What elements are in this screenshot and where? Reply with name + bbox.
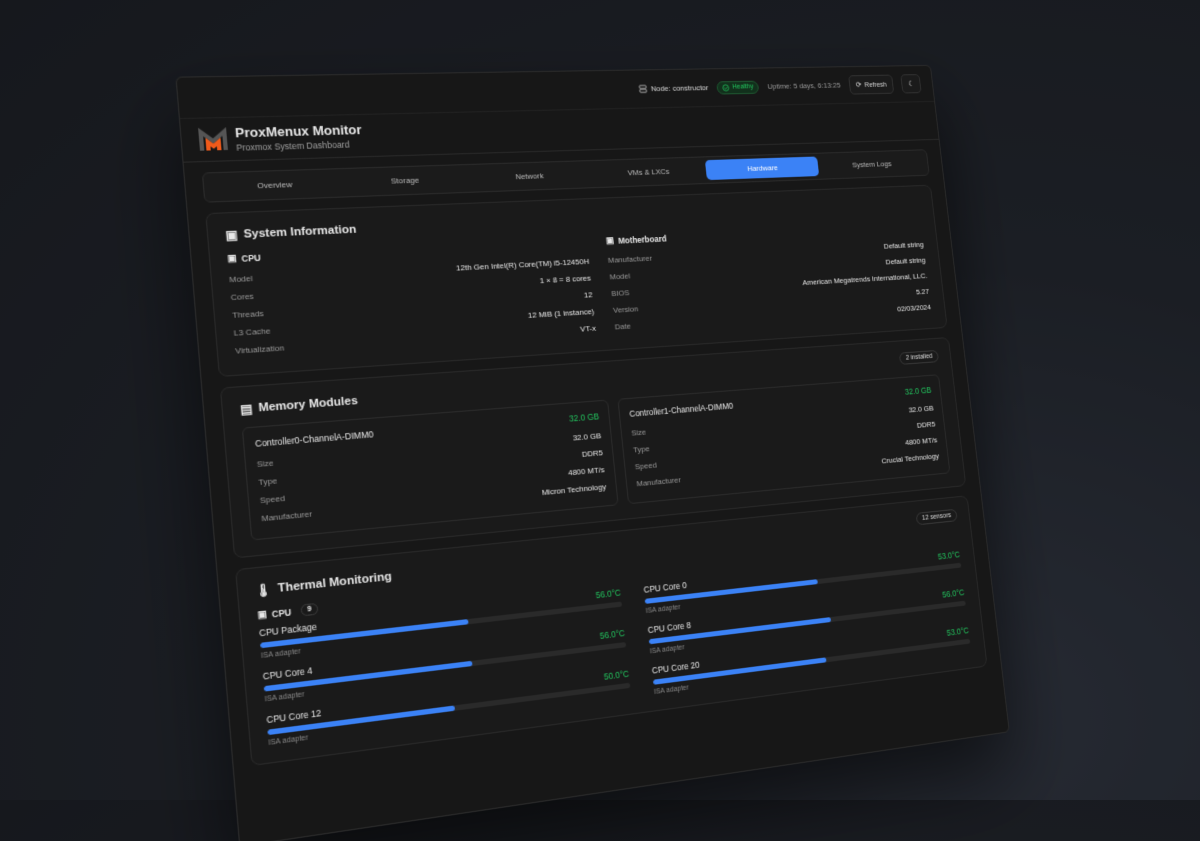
tab-network[interactable]: Network [514, 171, 545, 182]
cpu-icon: ▣ [257, 608, 267, 621]
row-label: Date [614, 321, 632, 332]
uptime: Uptime: 5 days, 6:13:25 [767, 81, 841, 91]
row-value: 4800 MT/s [904, 435, 938, 447]
row-label: Model [609, 271, 631, 282]
sensor-name: CPU Core 20 [651, 659, 701, 676]
tab-storage[interactable]: Storage [390, 175, 420, 186]
check-circle-icon [722, 84, 730, 92]
app-title: ProxMenux Monitor [234, 121, 363, 141]
health-badge: Healthy [716, 80, 760, 95]
row-label: Manufacturer [636, 475, 682, 489]
row-label: Type [632, 444, 650, 455]
row-value: DDR5 [581, 448, 604, 459]
refresh-icon: ⟳ [855, 80, 862, 89]
app-window: Node: constructor Healthy Uptime: 5 days… [175, 64, 1010, 841]
row-label: Threads [231, 308, 265, 320]
card-title: Memory Modules [257, 394, 359, 415]
row-value: 1 × 8 = 8 cores [539, 273, 592, 286]
row-label: Speed [634, 460, 658, 472]
cpu-icon: ▣ [226, 252, 237, 264]
node-indicator: Node: constructor [639, 83, 709, 93]
module-name: Controller1-ChannelA-DIMM0 [628, 400, 734, 419]
row-value: 12 [583, 290, 593, 300]
card-title: System Information [243, 223, 357, 241]
row-value: Default string [885, 255, 926, 267]
row-label: L3 Cache [233, 326, 271, 338]
row-label: Type [257, 475, 278, 488]
memory-module: Controller1-ChannelA-DIMM0 32.0 GB Size 32.… [617, 374, 951, 505]
group-count: 9 [300, 602, 319, 617]
node-name: Node: constructor [650, 83, 709, 94]
server-icon [639, 85, 648, 94]
tab-hardware[interactable]: Hardware [705, 156, 819, 181]
row-value: VT-x [579, 323, 597, 334]
row-label: BIOS [610, 288, 630, 299]
chip-icon: ▣ [225, 229, 238, 243]
card-title: Thermal Monitoring [277, 570, 393, 596]
module-size-highlight: 32.0 GB [904, 385, 932, 397]
health-label: Healthy [732, 83, 754, 91]
sensor-name: CPU Core 0 [643, 579, 688, 595]
sensor-temp: 50.0°C [603, 668, 630, 682]
sensor-name: CPU Core 8 [647, 619, 692, 636]
module-size-highlight: 32.0 GB [568, 411, 600, 424]
refresh-button[interactable]: ⟳ Refresh [847, 74, 895, 95]
thermometer-icon: 🌡 [255, 584, 273, 599]
row-value: 32.0 GB [572, 431, 602, 443]
row-label: Virtualization [234, 343, 285, 356]
sensor-name: CPU Package [258, 621, 318, 639]
group-title: CPU [271, 606, 292, 620]
refresh-label: Refresh [864, 80, 888, 89]
row-label: Speed [259, 493, 286, 506]
module-name: Controller0-ChannelA-DIMM0 [254, 429, 374, 449]
sensor-temp: 56.0°C [941, 587, 965, 600]
tab-vms-lxcs[interactable]: VMs & LXCs [627, 167, 670, 178]
row-value: Micron Technology [541, 482, 607, 498]
row-value: 5.27 [915, 287, 930, 297]
sensor-temp: 56.0°C [599, 627, 626, 642]
moon-icon: ☾ [907, 79, 915, 88]
memory-module: Controller0-ChannelA-DIMM0 32.0 GB Size 32.… [241, 399, 619, 541]
row-value: 4800 MT/s [567, 465, 605, 478]
row-label: Size [630, 427, 647, 438]
section-title: Motherboard [617, 233, 667, 246]
row-value: 02/03/2024 [896, 302, 932, 314]
sensor-temp: 53.0°C [937, 549, 961, 562]
row-value: 12 MiB (1 instance) [527, 307, 595, 320]
row-label: Version [612, 304, 639, 315]
tab-overview[interactable]: Overview [256, 179, 293, 191]
row-label: Manufacturer [607, 253, 653, 265]
motherboard-section: ▣ Motherboard Manufacturer Default string M… [605, 221, 931, 335]
sensor-name: CPU Core 4 [262, 665, 313, 682]
proxmenux-logo [198, 127, 228, 153]
sensor-temp: 53.0°C [946, 625, 970, 638]
row-value: Crucial Technology [881, 451, 940, 466]
row-label: Manufacturer [261, 509, 313, 524]
row-value: 32.0 GB [908, 403, 934, 415]
sensor-temp: 56.0°C [595, 587, 622, 601]
row-value: Default string [883, 240, 925, 251]
row-label: Size [256, 458, 275, 470]
row-label: Cores [230, 291, 255, 303]
cpu-section: ▣ CPU Model 12th Gen Intel(R) Core(TM) i5-… [227, 236, 597, 360]
row-label: Model [228, 273, 254, 285]
theme-toggle-button[interactable]: ☾ [900, 74, 922, 94]
memory-icon: ▤ [239, 403, 253, 417]
tab-system-logs[interactable]: System Logs [851, 159, 892, 170]
row-value: DDR5 [916, 419, 936, 430]
app-subtitle: Proxmox System Dashboard [235, 139, 350, 153]
motherboard-icon: ▣ [605, 235, 615, 246]
section-title: CPU [241, 252, 262, 264]
